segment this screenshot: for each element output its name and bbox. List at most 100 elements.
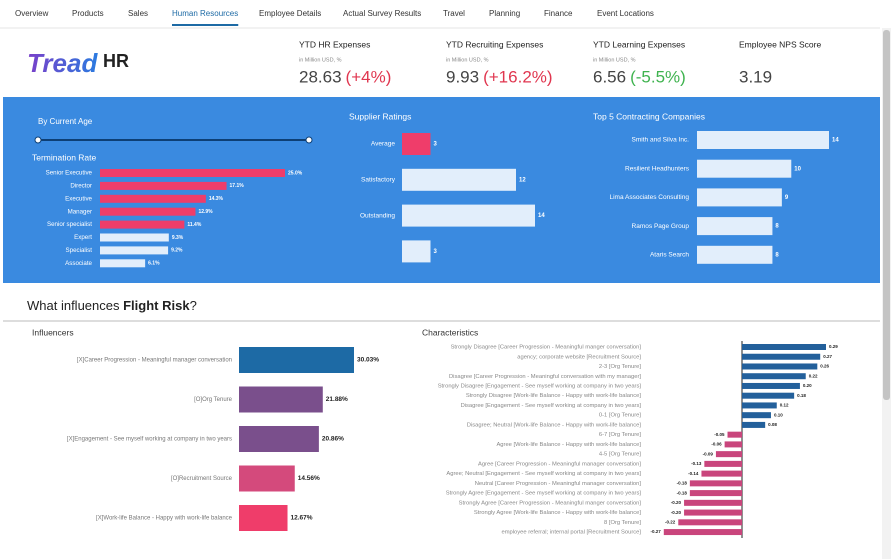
nav-tab[interactable]: Employee Details <box>259 9 321 18</box>
bar[interactable] <box>402 133 431 155</box>
bar[interactable] <box>689 490 742 497</box>
value-label: 9.3% <box>172 235 184 241</box>
bar[interactable] <box>239 347 354 373</box>
bar[interactable] <box>727 431 742 438</box>
value-label: 17.1% <box>230 183 245 189</box>
bar[interactable] <box>239 386 323 413</box>
bar[interactable] <box>663 529 742 536</box>
bar[interactable] <box>239 465 295 492</box>
nav-tab[interactable]: Event Locations <box>597 9 654 18</box>
category-label: 4-5 [Org Tenure] <box>599 452 641 458</box>
bar[interactable] <box>715 451 742 458</box>
bar[interactable] <box>100 220 185 229</box>
bar[interactable] <box>697 188 782 207</box>
slider-handle[interactable] <box>34 136 42 144</box>
category-label: Agree [Work-life Balance - Happy with wo… <box>496 442 641 448</box>
value-label: -0.20 <box>671 510 682 515</box>
kpi-change: (+16.2%) <box>483 67 552 86</box>
category-label: Average <box>371 141 395 148</box>
category-label: Strongly Agree [Engagement - See myself … <box>446 491 642 497</box>
category-label: Strongly Disagree [Engagement - See myse… <box>438 383 642 389</box>
nav-tab[interactable]: Overview <box>15 9 49 18</box>
bar[interactable] <box>239 426 319 452</box>
bar[interactable] <box>697 159 792 178</box>
nav-tab[interactable]: Human Resources <box>172 9 238 18</box>
nav-tab[interactable]: Planning <box>489 9 520 18</box>
value-label: 12.9% <box>198 209 213 215</box>
value-label: 10 <box>794 166 801 172</box>
bar[interactable] <box>684 509 742 516</box>
chart-title: Termination Rate <box>32 152 97 162</box>
nav-tab[interactable]: Products <box>72 9 104 18</box>
bar[interactable] <box>100 207 196 216</box>
bar[interactable] <box>704 460 742 467</box>
bar[interactable] <box>701 470 742 477</box>
category-label: 8 [Org Tenure] <box>604 520 641 526</box>
bar[interactable] <box>742 373 806 380</box>
value-label: 21.88% <box>326 396 348 403</box>
chart-title: Characteristics <box>422 327 478 337</box>
category-label: employee referral; internal portal [Recr… <box>501 530 641 536</box>
value-label: -0.18 <box>677 490 688 495</box>
bar[interactable] <box>100 194 206 203</box>
bar[interactable] <box>742 392 795 399</box>
title-tail: ? <box>190 298 197 313</box>
bar[interactable] <box>697 245 773 264</box>
category-label: Disagree [Engagement - See myself workin… <box>461 403 642 409</box>
category-label: Disagree; Neutral [Work-life Balance - H… <box>467 422 642 428</box>
category-label: Resilient Headhunters <box>625 165 690 172</box>
bar[interactable] <box>402 168 516 191</box>
bar[interactable] <box>742 363 818 370</box>
bar[interactable] <box>742 412 771 419</box>
bar[interactable] <box>742 344 826 350</box>
bar[interactable] <box>100 259 146 268</box>
bar[interactable] <box>100 169 285 177</box>
category-label: Manager <box>68 208 92 215</box>
bar[interactable] <box>697 217 773 236</box>
nav-tab[interactable]: Sales <box>128 9 148 18</box>
bar[interactable] <box>100 181 227 190</box>
value-label: 3 <box>434 142 438 148</box>
bar[interactable] <box>742 353 821 360</box>
nav-bar <box>0 0 891 28</box>
slider-handle[interactable] <box>305 136 313 144</box>
value-label: 0.22 <box>809 373 818 378</box>
bar[interactable] <box>742 382 800 389</box>
value-label: 8 <box>775 224 779 230</box>
bar[interactable] <box>402 204 535 227</box>
value-label: 11.4% <box>187 222 201 228</box>
bar[interactable] <box>239 505 288 531</box>
category-label: [X]Work-life Balance - Happy with work-l… <box>96 516 233 522</box>
bar[interactable] <box>100 246 169 255</box>
value-label: 0.08 <box>768 422 777 427</box>
category-label: Specialist <box>66 247 93 254</box>
bar[interactable] <box>678 519 742 526</box>
bar[interactable] <box>697 131 829 149</box>
bar[interactable] <box>689 480 742 487</box>
category-label: Strongly Disagree [Work-life Balance - H… <box>466 393 642 399</box>
category-label: Strongly Disagree [Career Progression - … <box>451 345 642 351</box>
category-label: Outstanding <box>360 212 395 219</box>
nav-tab[interactable]: Finance <box>544 9 573 18</box>
bar[interactable] <box>742 402 777 409</box>
bar[interactable] <box>100 233 169 242</box>
category-label: Smith and Silva Inc. <box>632 137 690 144</box>
bar[interactable] <box>724 441 742 448</box>
nav-tab[interactable]: Travel <box>443 9 465 18</box>
nav-tab[interactable]: Actual Survey Results <box>343 9 421 18</box>
category-label: Senior Executive <box>46 170 93 177</box>
kpi-value: 28.63 <box>299 67 342 86</box>
category-label: Ramos Page Group <box>632 223 690 230</box>
bar[interactable] <box>684 499 742 506</box>
value-label: -0.27 <box>651 529 662 534</box>
value-label: 14 <box>538 213 545 219</box>
bar[interactable] <box>742 421 766 428</box>
bar[interactable] <box>402 240 431 263</box>
value-label: 14 <box>832 138 839 144</box>
kpi-subtitle: in Million USD, % <box>446 57 489 63</box>
scrollbar-thumb[interactable] <box>883 30 890 400</box>
kpi-change: (+4%) <box>346 67 392 86</box>
category-label: Associate <box>65 260 92 267</box>
